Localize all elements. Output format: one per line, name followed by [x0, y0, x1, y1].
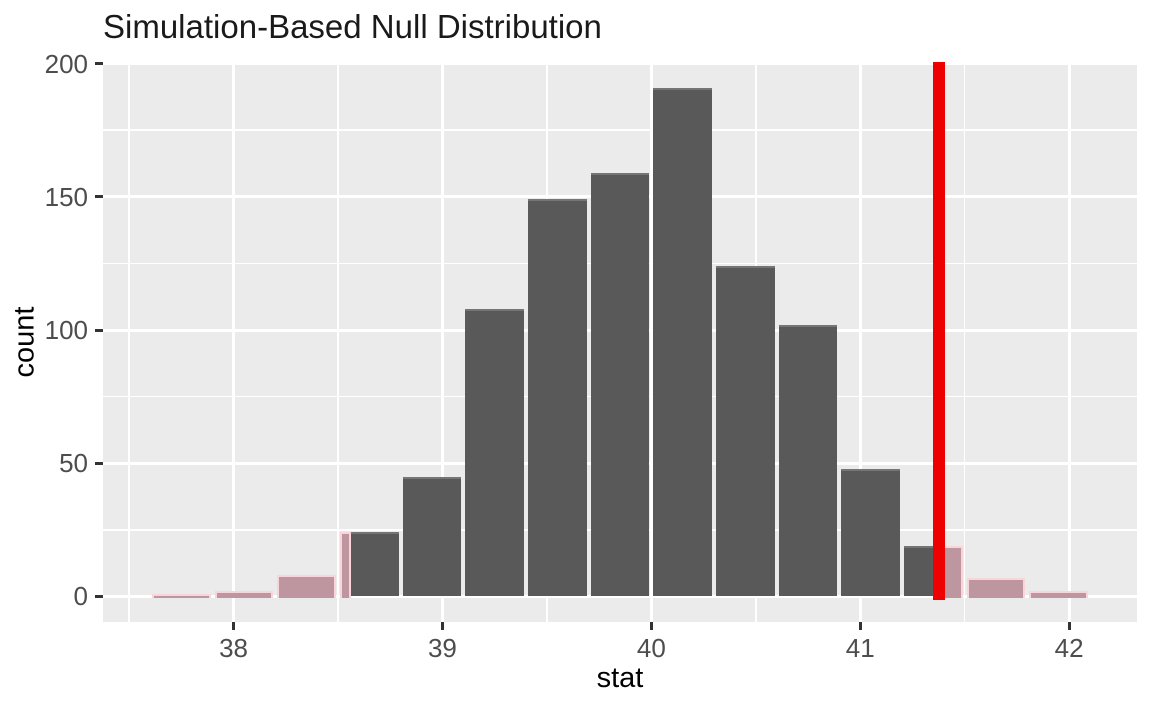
minor-gridline-x — [337, 62, 339, 622]
x-axis-tick-label: 42 — [1054, 633, 1084, 663]
y-axis-tick-label: 50 — [59, 448, 88, 479]
histogram-bar — [778, 324, 838, 597]
x-axis-title: stat — [596, 662, 644, 694]
histogram-bar — [465, 308, 524, 597]
major-gridline-y — [103, 62, 1137, 66]
minor-gridline-y — [103, 129, 1137, 131]
y-axis-tick-label: 0 — [73, 581, 88, 612]
x-axis-tick — [649, 622, 653, 630]
y-axis-tick-label: 100 — [44, 315, 88, 345]
x-axis-tick — [440, 622, 444, 630]
histogram-bar — [350, 532, 399, 597]
plot-panel — [103, 62, 1137, 622]
major-gridline-x — [440, 62, 444, 622]
x-axis-tick-label: 38 — [219, 633, 249, 663]
major-gridline-x — [649, 62, 653, 622]
histogram-bar — [716, 266, 775, 597]
plot-title: Simulation-Based Null Distribution — [103, 8, 602, 45]
x-axis-tick — [858, 622, 862, 630]
histogram-bar-shaded — [1029, 591, 1088, 599]
major-gridline-x — [858, 62, 862, 622]
histogram-bar — [590, 172, 650, 597]
major-gridline-x — [232, 62, 236, 622]
histogram-bar — [841, 468, 900, 597]
y-axis-tick — [95, 461, 103, 465]
y-axis-tick — [95, 195, 103, 199]
y-axis-title: count — [8, 306, 41, 378]
minor-gridline-x — [128, 62, 130, 622]
histogram-bar-shaded — [277, 575, 336, 599]
y-axis-tick-label: 150 — [44, 181, 88, 212]
major-gridline-x — [1067, 62, 1071, 622]
x-axis-tick — [232, 622, 236, 630]
x-axis-tick-label: 39 — [427, 633, 457, 663]
y-axis-tick — [95, 594, 103, 598]
x-axis-tick — [1067, 622, 1071, 630]
histogram-bar — [402, 476, 462, 597]
histogram-bar-shaded — [214, 591, 274, 599]
y-axis-tick-label: 200 — [44, 48, 88, 79]
y-axis-tick — [95, 328, 103, 332]
x-axis-tick-label: 40 — [636, 633, 666, 663]
x-axis-tick-label: 41 — [845, 633, 875, 663]
histogram-bar-shaded — [340, 532, 351, 599]
observed-stat-line — [932, 62, 945, 601]
histogram-bar-shaded — [966, 577, 1026, 599]
histogram-bar-shaded — [152, 593, 211, 599]
major-gridline-y — [103, 594, 1137, 598]
y-axis-tick — [95, 62, 103, 66]
histogram-bar — [528, 199, 587, 597]
histogram-bar — [653, 87, 712, 597]
minor-gridline-x — [963, 62, 966, 622]
